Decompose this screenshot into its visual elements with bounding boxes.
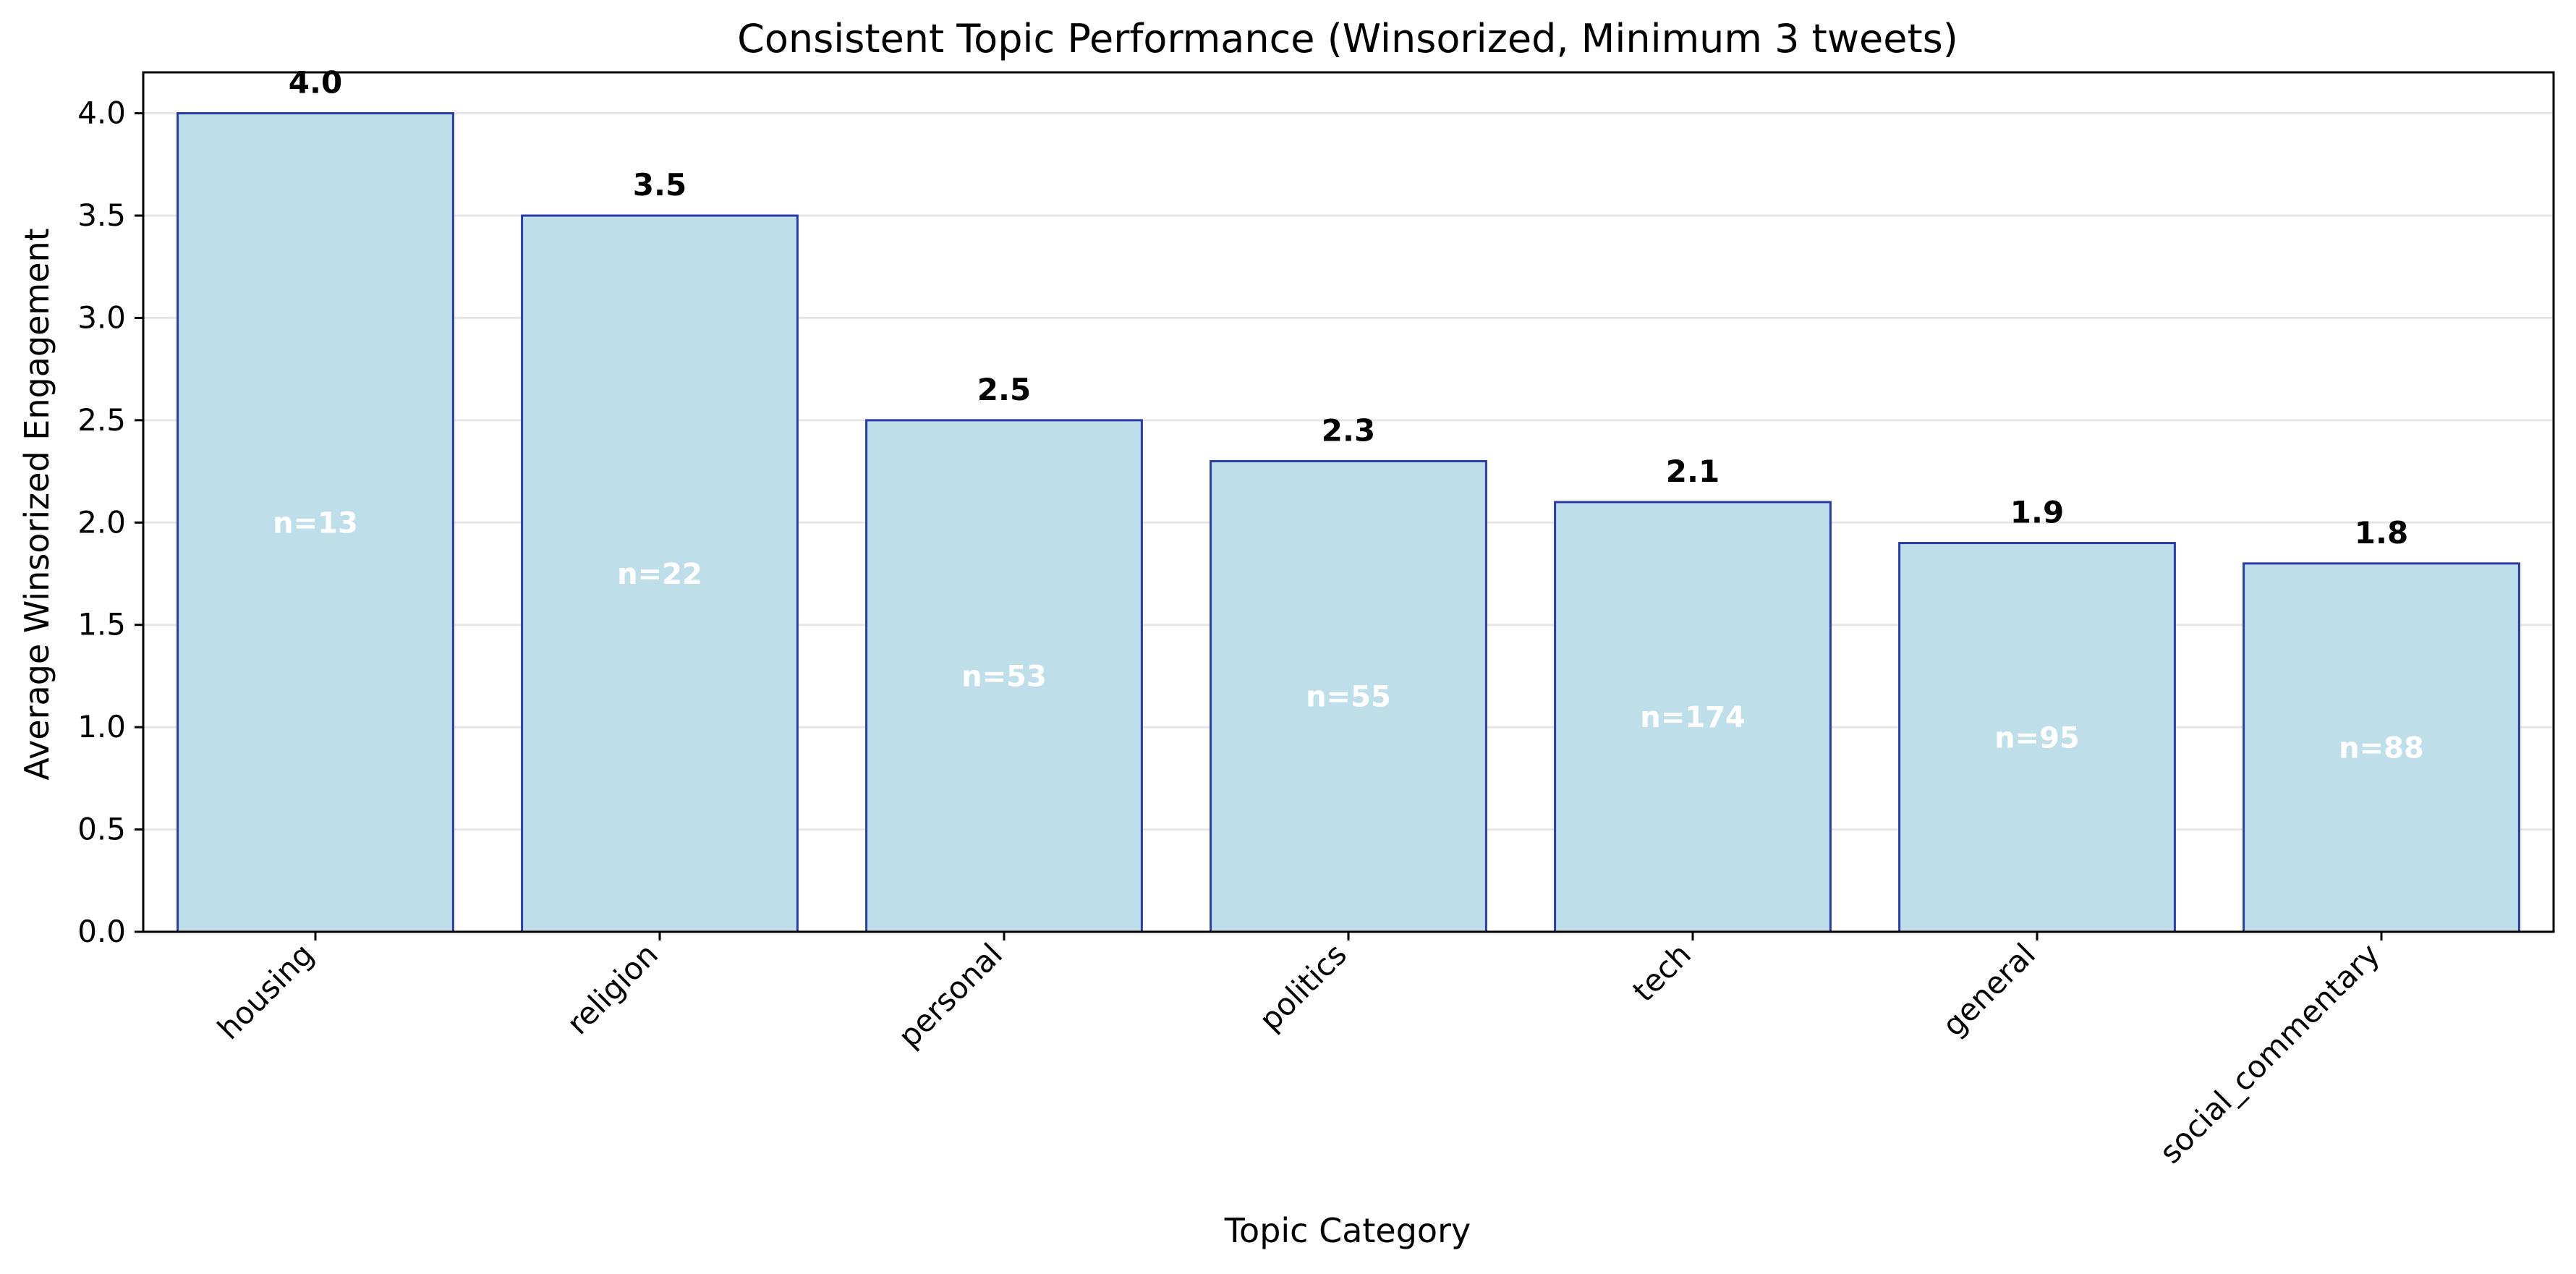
bar-religion: [521, 214, 799, 933]
x-axis-label: Topic Category: [1224, 1211, 1471, 1250]
x-tick-label-personal: personal: [891, 936, 1009, 1054]
x-tick-label-social_commentary: social_commentary: [2153, 936, 2386, 1170]
count-label-religion: n=22: [617, 558, 702, 591]
count-labels: n=13 n=22 n=53 n=55 n=174 n=95 n=88: [273, 506, 2424, 765]
x-tick-label-politics: politics: [1252, 936, 1353, 1037]
bar-social_commentary: [2243, 562, 2520, 933]
count-label-personal: n=53: [961, 660, 1047, 693]
y-tick-label: 1.5: [77, 607, 126, 642]
y-axis-label: Average Winsorized Engagement: [17, 228, 56, 780]
x-tick-label-housing: housing: [211, 936, 320, 1046]
value-label-personal: 2.5: [977, 372, 1031, 407]
y-tick-label: 3.5: [77, 198, 126, 233]
value-label-tech: 2.1: [1666, 454, 1720, 489]
y-tick-label: 2.0: [77, 504, 126, 540]
bar-general: [1898, 542, 2176, 933]
count-label-politics: n=55: [1306, 681, 1391, 714]
y-tick-label: 4.0: [77, 95, 126, 131]
count-label-social_commentary: n=88: [2339, 731, 2424, 765]
count-label-general: n=95: [1994, 721, 2080, 755]
value-label-religion: 3.5: [633, 167, 686, 203]
y-tick-label: 2.5: [77, 402, 126, 438]
value-label-social_commentary: 1.8: [2355, 515, 2408, 551]
value-label-general: 1.9: [2010, 495, 2064, 530]
count-label-housing: n=13: [273, 506, 358, 540]
y-tick-label: 1.0: [77, 709, 126, 744]
x-tick-label-tech: tech: [1625, 936, 1698, 1008]
value-label-housing: 4.0: [289, 65, 342, 101]
value-label-politics: 2.3: [1322, 412, 1375, 448]
bars: [177, 112, 2520, 933]
y-tick-label: 0.5: [77, 812, 126, 847]
y-tick-label: 3.0: [77, 300, 126, 335]
count-label-tech: n=174: [1640, 701, 1746, 734]
chart-title: Consistent Topic Performance (Winsorized…: [737, 16, 1958, 61]
y-tick-label: 0.0: [77, 914, 126, 949]
value-labels: 4.0 3.5 2.5 2.3 2.1 1.9 1.8: [289, 65, 2408, 551]
x-tick-label-general: general: [1936, 936, 2043, 1043]
bar-housing: [177, 112, 454, 933]
x-tick-label-religion: religion: [560, 936, 665, 1041]
